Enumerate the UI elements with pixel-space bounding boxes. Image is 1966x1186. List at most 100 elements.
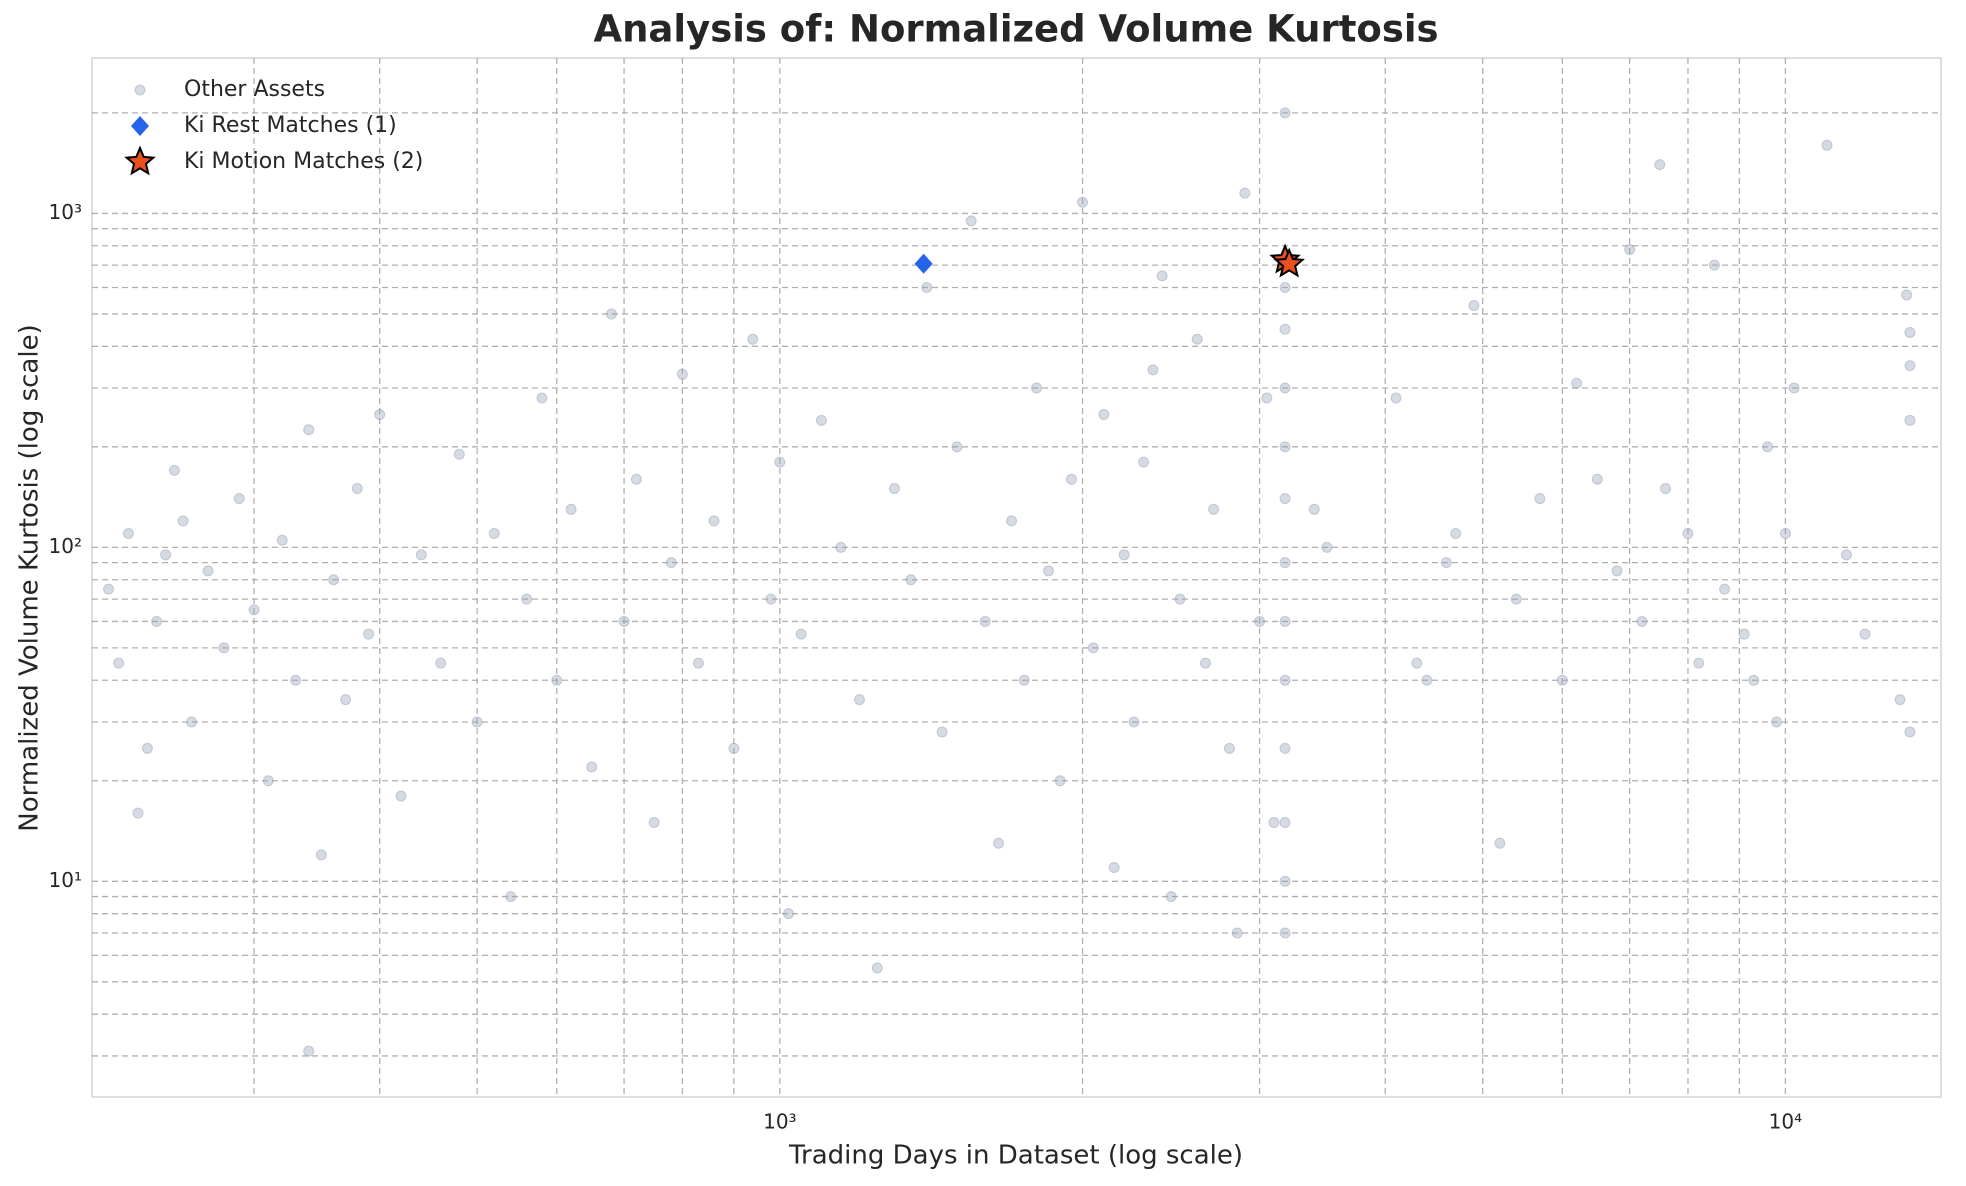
scatter-point	[708, 515, 720, 527]
scatter-point	[1904, 326, 1916, 338]
scatter-point	[965, 215, 977, 227]
scatter-point	[1904, 360, 1916, 372]
scatter-point	[605, 308, 617, 320]
scatter-point	[1239, 187, 1251, 199]
scatter-point	[1018, 674, 1030, 686]
scatter-point	[122, 528, 134, 540]
scatter-point	[505, 891, 517, 903]
scatter-point	[177, 515, 189, 527]
scatter-point	[1571, 377, 1583, 389]
scatter-point	[1087, 642, 1099, 654]
scatter-point	[233, 493, 245, 505]
scatter-point	[1208, 503, 1220, 515]
scatter-point	[1223, 742, 1235, 754]
scatter-point	[1636, 615, 1648, 627]
scatter-point	[1611, 565, 1623, 577]
scatter-point	[728, 742, 740, 754]
diamond-marker	[914, 253, 933, 274]
scatter-point	[1279, 281, 1291, 293]
scatter-point	[453, 448, 465, 460]
scatter-point	[1682, 528, 1694, 540]
scatter-point	[1411, 657, 1423, 669]
scatter-point	[1534, 493, 1546, 505]
scatter-point	[921, 281, 933, 293]
scatter-point	[315, 849, 327, 861]
legend-label: Ki Motion Matches (2)	[184, 149, 423, 174]
scatter-point	[1708, 259, 1720, 271]
scatter-point	[1748, 674, 1760, 686]
scatter-point	[1165, 891, 1177, 903]
scatter-point	[435, 657, 447, 669]
legend-marker	[124, 145, 156, 176]
scatter-point	[1510, 593, 1522, 605]
scatter-point	[276, 534, 288, 546]
scatter-point	[374, 408, 386, 420]
scatter-point	[186, 716, 198, 728]
scatter-point	[648, 817, 660, 829]
scatter-point	[1279, 742, 1291, 754]
legend-label: Ki Rest Matches (1)	[184, 113, 397, 138]
scatter-point	[1762, 441, 1774, 453]
scatter-point	[888, 483, 900, 495]
scatter-point	[1156, 270, 1168, 282]
scatter-point	[1788, 382, 1800, 394]
star-marker	[1273, 247, 1305, 278]
scatter-point	[1279, 615, 1291, 627]
scatter-point	[160, 549, 172, 561]
scatter-point	[1191, 333, 1203, 345]
scatter-point	[113, 657, 125, 669]
scatter-point	[1440, 557, 1452, 569]
scatter-point	[290, 674, 302, 686]
scatter-point	[905, 574, 917, 586]
scatter-point	[1268, 817, 1280, 829]
scatter-point	[303, 1045, 315, 1057]
scatter-point	[151, 615, 163, 627]
scatter-point	[1147, 364, 1159, 376]
scatter-point	[1054, 775, 1066, 787]
scatter-point	[1254, 615, 1266, 627]
scatter-point	[835, 541, 847, 553]
scatter-point	[248, 604, 260, 616]
scatter-point	[1321, 541, 1333, 553]
scatter-point	[1821, 139, 1833, 151]
y-tick-label: 10¹	[49, 868, 82, 892]
scatter-point	[202, 565, 214, 577]
scatter-point	[340, 694, 352, 706]
scatter-point	[262, 775, 274, 787]
scatter-point	[1006, 515, 1018, 527]
scatter-point	[1901, 289, 1913, 301]
scatter-point	[774, 456, 786, 468]
scatter-point	[951, 441, 963, 453]
scatter-point	[993, 837, 1005, 849]
scatter-point	[1118, 549, 1130, 561]
scatter-point	[1719, 583, 1731, 595]
legend-marker	[131, 116, 149, 136]
scatter-point	[1693, 657, 1705, 669]
scatter-point	[1859, 628, 1871, 640]
scatter-point	[1904, 414, 1916, 426]
scatter-point	[536, 392, 548, 404]
scatter-point	[1308, 503, 1320, 515]
scatter-point	[1591, 473, 1603, 485]
scatter-point	[1077, 196, 1089, 208]
x-axis-label: Trading Days in Dataset (log scale)	[788, 1141, 1243, 1171]
scatter-point	[1771, 716, 1783, 728]
scatter-point	[565, 503, 577, 515]
scatter-point	[168, 464, 180, 476]
scatter-point	[328, 574, 340, 586]
scatter-point	[665, 557, 677, 569]
scatter-point	[1840, 549, 1852, 561]
scatter-point	[1231, 927, 1243, 939]
scatter-point	[1468, 299, 1480, 311]
scatter-point	[1894, 694, 1906, 706]
scatter-point	[1450, 528, 1462, 540]
scatter-point	[1279, 674, 1291, 686]
scatter-point	[1738, 628, 1750, 640]
scatter-point	[1098, 408, 1110, 420]
scatter-point	[1279, 927, 1291, 939]
scatter-point	[1494, 837, 1506, 849]
scatter-point	[1654, 159, 1666, 171]
scatter-point	[1279, 493, 1291, 505]
scatter-point	[1138, 456, 1150, 468]
